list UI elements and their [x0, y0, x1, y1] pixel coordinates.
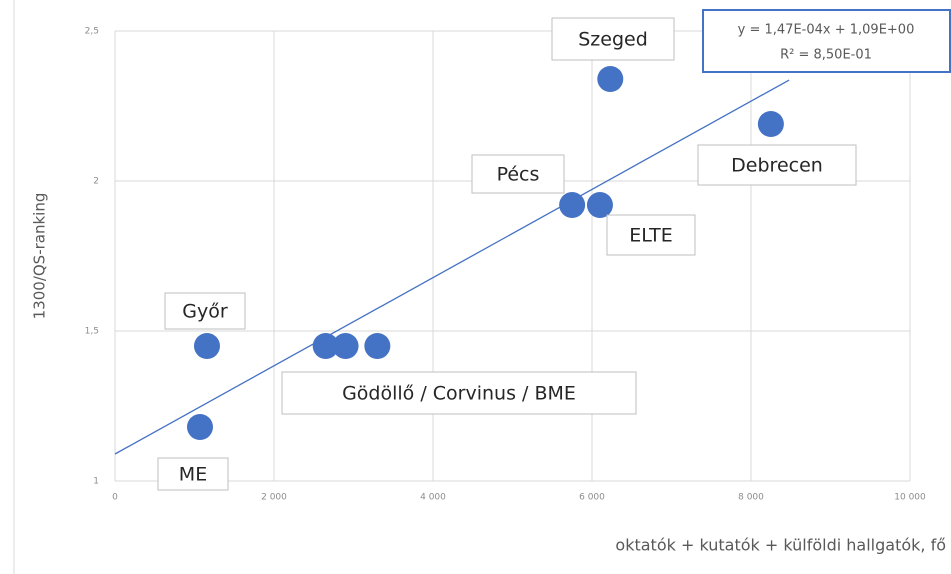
x-tick-label: 10 000 — [894, 493, 926, 503]
point — [193, 333, 220, 359]
point — [186, 414, 213, 440]
point — [757, 111, 784, 137]
point — [559, 192, 586, 218]
x-tick-label: 8 000 — [738, 493, 764, 503]
point — [586, 192, 613, 218]
x-axis-title: oktatók + kutatók + külföldi hallgatók, … — [615, 536, 946, 555]
annotation: Pécs — [497, 164, 540, 186]
annotation-box — [157, 457, 229, 491]
x-tick-label: 6 000 — [579, 493, 605, 503]
point — [364, 333, 391, 359]
annotation-box — [551, 17, 675, 61]
r-squared: R² = 8,50E-01 — [780, 48, 872, 63]
annotation: Győr — [182, 301, 228, 323]
annotation: Gödöllő / Corvinus / BME — [342, 383, 576, 405]
point — [312, 333, 339, 359]
annotation: Debrecen — [731, 155, 823, 177]
annotation: ELTE — [629, 225, 673, 247]
annotation: Szeged — [578, 29, 648, 51]
y-tick-label: 1,5 — [85, 327, 99, 337]
trendline — [114, 79, 790, 455]
y-axis-title: 1300/QS-ranking — [31, 193, 49, 320]
equation: y = 1,47E-04x + 1,09E+00 — [738, 23, 915, 38]
y-tick-label: 1 — [93, 477, 99, 487]
annotation: ME — [179, 464, 207, 486]
x-tick-label: 2 000 — [261, 493, 287, 503]
annotation-box — [606, 214, 696, 256]
x-tick-label: 4 000 — [420, 493, 446, 503]
annotation-box — [164, 292, 246, 330]
x-tick-label: 0 — [112, 493, 118, 503]
annotation-box — [697, 144, 857, 186]
equation-box — [702, 9, 951, 73]
annotation-box — [281, 371, 637, 415]
y-tick-label: 2 — [93, 177, 99, 187]
point — [332, 333, 359, 359]
point — [597, 66, 624, 92]
y-tick-label: 2,5 — [85, 27, 99, 37]
annotation-box — [471, 154, 565, 194]
